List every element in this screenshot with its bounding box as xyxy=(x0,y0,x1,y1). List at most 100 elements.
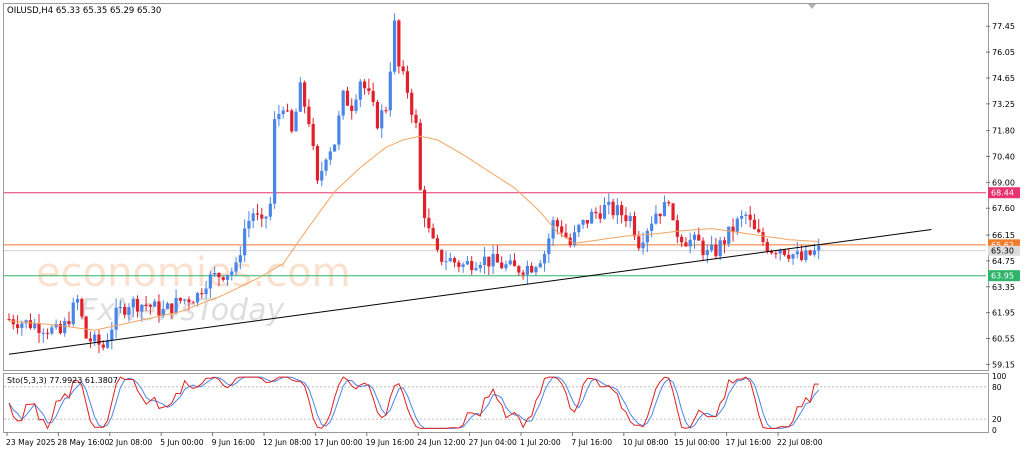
candle[interactable] xyxy=(431,223,435,240)
candle[interactable] xyxy=(534,265,538,276)
candle[interactable] xyxy=(178,297,182,304)
candle[interactable] xyxy=(277,105,281,127)
candle[interactable] xyxy=(538,260,542,269)
candle[interactable] xyxy=(585,219,589,229)
candle[interactable] xyxy=(208,271,212,298)
candle[interactable] xyxy=(572,225,577,248)
candle[interactable] xyxy=(495,244,499,263)
candle[interactable] xyxy=(88,331,92,348)
candle[interactable] xyxy=(680,234,684,248)
candle[interactable] xyxy=(542,250,547,272)
candle[interactable] xyxy=(782,248,787,257)
candle[interactable] xyxy=(752,213,757,230)
candle[interactable] xyxy=(551,216,555,246)
candle[interactable] xyxy=(817,238,821,260)
candle[interactable] xyxy=(628,212,632,228)
candle[interactable] xyxy=(791,253,795,265)
candle[interactable] xyxy=(127,303,131,322)
candle[interactable] xyxy=(50,324,54,336)
candle[interactable] xyxy=(744,211,748,225)
candle[interactable] xyxy=(491,245,495,275)
candle[interactable] xyxy=(131,296,135,317)
candle[interactable] xyxy=(517,264,521,276)
candle[interactable] xyxy=(148,303,152,315)
candle[interactable] xyxy=(710,235,714,253)
candle[interactable] xyxy=(602,197,607,220)
candle[interactable] xyxy=(93,331,97,346)
candle[interactable] xyxy=(268,197,272,221)
candle[interactable] xyxy=(607,193,611,215)
candle[interactable] xyxy=(500,256,504,269)
candle[interactable] xyxy=(774,250,778,259)
candle[interactable] xyxy=(427,208,431,233)
candle[interactable] xyxy=(45,328,50,340)
candle[interactable] xyxy=(598,205,602,224)
chart-shift-icon[interactable] xyxy=(808,4,816,9)
candle[interactable] xyxy=(452,256,457,268)
candle[interactable] xyxy=(470,256,474,275)
candle[interactable] xyxy=(328,147,332,165)
candle[interactable] xyxy=(620,201,624,224)
candle[interactable] xyxy=(354,94,358,114)
candle[interactable] xyxy=(692,231,697,249)
candle[interactable] xyxy=(217,272,221,287)
candle[interactable] xyxy=(688,232,692,254)
candle[interactable] xyxy=(221,276,225,282)
candle[interactable] xyxy=(238,246,242,270)
candle[interactable] xyxy=(15,315,20,334)
candle[interactable] xyxy=(671,203,675,221)
candle[interactable] xyxy=(28,313,33,330)
candle[interactable] xyxy=(260,208,264,228)
candle[interactable] xyxy=(401,60,405,75)
candle[interactable] xyxy=(324,158,328,176)
candle[interactable] xyxy=(461,262,465,273)
candle[interactable] xyxy=(525,260,529,285)
candle[interactable] xyxy=(440,249,444,266)
candle[interactable] xyxy=(560,220,564,238)
candle[interactable] xyxy=(765,238,769,254)
candle[interactable] xyxy=(465,256,470,266)
candle[interactable] xyxy=(410,88,414,124)
candle[interactable] xyxy=(778,248,782,261)
candle[interactable] xyxy=(384,106,388,114)
candle[interactable] xyxy=(624,207,628,227)
candle[interactable] xyxy=(333,144,337,153)
candle[interactable] xyxy=(405,65,410,99)
candle[interactable] xyxy=(435,234,440,253)
candle[interactable] xyxy=(590,208,594,224)
candle[interactable] xyxy=(388,62,392,117)
candle[interactable] xyxy=(675,214,679,244)
candle[interactable] xyxy=(11,314,15,330)
candle[interactable] xyxy=(371,82,375,107)
candle[interactable] xyxy=(135,295,140,318)
candle[interactable] xyxy=(294,108,298,132)
candle[interactable] xyxy=(769,249,774,255)
candle[interactable] xyxy=(33,318,37,330)
candle[interactable] xyxy=(615,198,619,225)
candle[interactable] xyxy=(654,205,658,225)
candle[interactable] xyxy=(722,237,727,254)
candle[interactable] xyxy=(487,256,491,275)
candle[interactable] xyxy=(75,294,80,311)
candle[interactable] xyxy=(174,289,178,315)
candle[interactable] xyxy=(684,237,688,247)
candle[interactable] xyxy=(165,301,170,310)
candle[interactable] xyxy=(63,317,67,337)
candle[interactable] xyxy=(264,215,268,229)
candle[interactable] xyxy=(37,314,41,343)
candle[interactable] xyxy=(251,208,255,229)
ascending-trendline[interactable] xyxy=(8,229,932,355)
candle[interactable] xyxy=(200,288,204,299)
candle[interactable] xyxy=(80,297,84,319)
candle[interactable] xyxy=(641,232,645,255)
candle[interactable] xyxy=(307,99,311,128)
candle[interactable] xyxy=(243,219,247,263)
candle[interactable] xyxy=(645,228,649,253)
candle[interactable] xyxy=(748,206,752,228)
candle[interactable] xyxy=(144,295,148,312)
candle[interactable] xyxy=(637,231,641,251)
candle[interactable] xyxy=(375,99,380,130)
candle[interactable] xyxy=(581,219,585,229)
candle[interactable] xyxy=(577,223,581,237)
candle[interactable] xyxy=(808,249,812,256)
